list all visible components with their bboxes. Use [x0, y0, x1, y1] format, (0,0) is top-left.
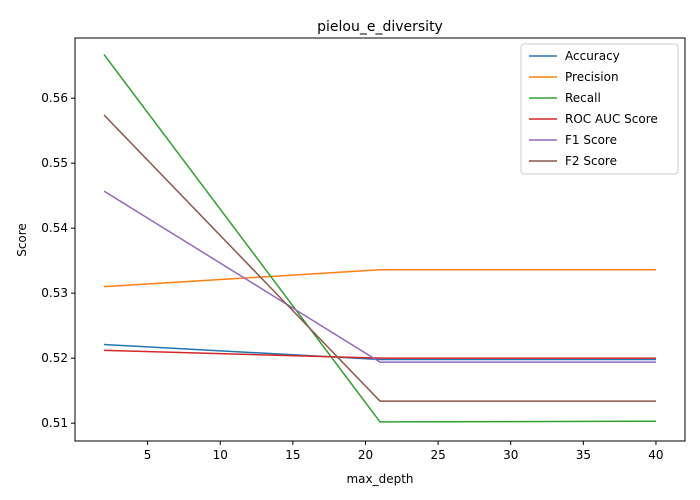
x-tick-label: 40 [648, 448, 663, 462]
x-axis-label: max_depth [346, 472, 413, 486]
series-line-accuracy [104, 343, 656, 361]
x-tick-label: 35 [576, 448, 591, 462]
x-tick-label: 15 [285, 448, 300, 462]
y-tick-label: 0.54 [41, 221, 68, 235]
series-line-f2-score [103, 114, 656, 402]
y-axis-ticks: 0.51 0.52 0.53 0.54 0.55 0.56 [41, 91, 75, 430]
plot-area-frame [74, 37, 686, 442]
x-tick-label: 30 [503, 448, 518, 462]
series-lines [103, 54, 656, 423]
legend-label: F1 Score [565, 133, 617, 147]
legend-label: F2 Score [565, 154, 617, 168]
y-axis-label: Score [15, 223, 29, 257]
y-tick-label: 0.53 [41, 286, 68, 300]
y-tick-label: 0.56 [41, 91, 68, 105]
y-tick-label: 0.51 [41, 416, 68, 430]
series-line-precision [104, 269, 656, 288]
legend-label: ROC AUC Score [565, 112, 658, 126]
x-axis-ticks: 5 10 15 20 25 30 35 40 [144, 441, 664, 462]
x-tick-label: 25 [430, 448, 445, 462]
legend-label: Precision [565, 70, 619, 84]
legend: Accuracy Precision Recall ROC AUC Score F1 S… [520, 43, 679, 175]
chart-title: pielou_e_diversity [317, 19, 443, 35]
series-line-recall [103, 54, 656, 423]
legend-label: Recall [565, 91, 601, 105]
x-tick-label: 5 [144, 448, 152, 462]
series-line-roc-auc-score [104, 349, 656, 359]
y-tick-label: 0.55 [41, 156, 68, 170]
x-tick-label: 20 [358, 448, 373, 462]
y-tick-label: 0.52 [41, 351, 68, 365]
x-tick-label: 10 [213, 448, 228, 462]
legend-box [520, 43, 679, 175]
series-line-f1-score [103, 190, 656, 363]
legend-label: Accuracy [565, 49, 620, 63]
